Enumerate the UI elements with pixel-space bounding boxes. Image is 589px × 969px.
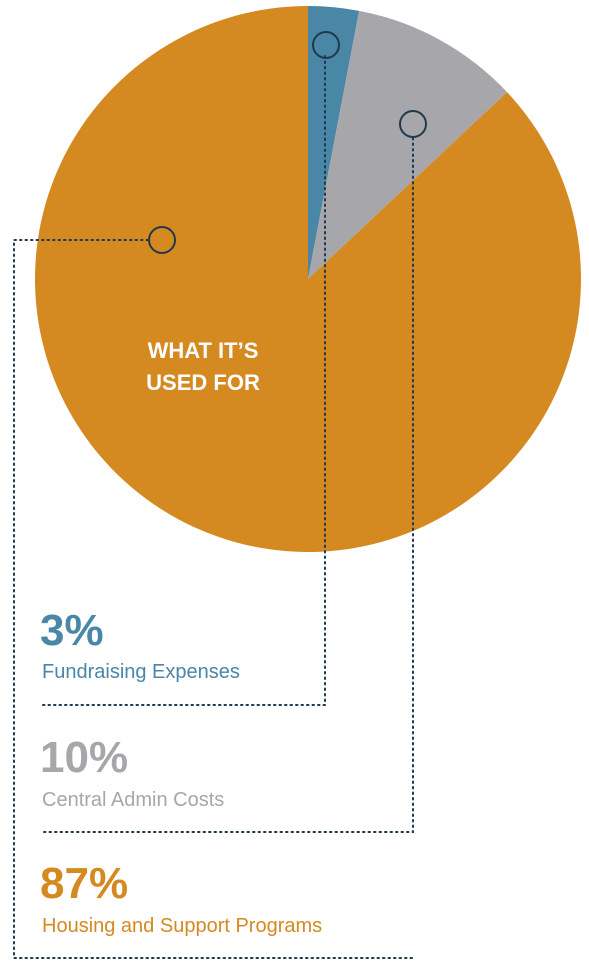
legend-value-fundraising: 3% <box>40 606 104 655</box>
chart-title-line-2: USED FOR <box>146 370 260 395</box>
chart-title-line-1: WHAT IT’S <box>148 338 259 363</box>
legend-label-fundraising: Fundraising Expenses <box>42 661 240 683</box>
pie-slice-admin <box>308 10 508 280</box>
legend-value-admin: 10% <box>40 733 128 782</box>
legend-value-housing: 87% <box>40 859 128 908</box>
marker-fundraising <box>312 31 340 59</box>
legend-label-housing: Housing and Support Programs <box>42 915 322 937</box>
marker-housing <box>148 226 176 254</box>
leader-line-admin <box>39 137 414 833</box>
leader-line-fundraising <box>39 55 326 706</box>
pie-slice-fundraising <box>308 6 360 279</box>
pie-slice-housing <box>35 6 582 552</box>
pie-slices <box>35 6 582 552</box>
legend-label-admin: Central Admin Costs <box>42 789 224 811</box>
marker-admin <box>399 110 427 138</box>
leader-line-housing <box>13 239 415 959</box>
